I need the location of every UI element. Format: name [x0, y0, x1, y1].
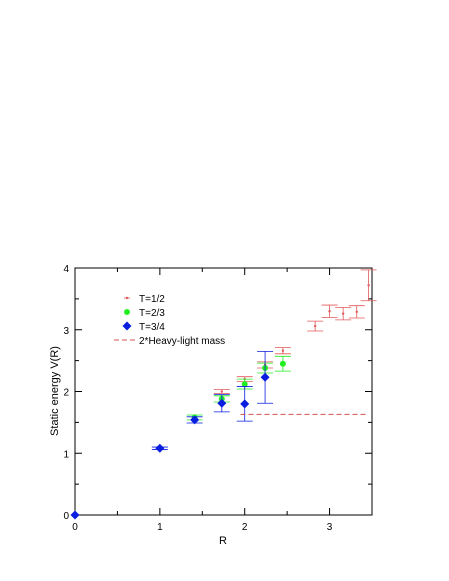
x-axis-label: R [219, 535, 227, 547]
data-point [190, 415, 200, 425]
x-tick-label: 1 [157, 522, 163, 533]
data-point [281, 349, 285, 352]
legend-item: T=2/3 [124, 308, 165, 319]
data-point [279, 360, 286, 367]
series-0 [213, 269, 377, 394]
data-point [313, 324, 317, 328]
legend: T=1/2 T=2/3 T=3/4 2*Heavy-light mass [114, 294, 225, 347]
data-point [341, 312, 345, 315]
legend-item: T=1/2 [124, 294, 165, 305]
legend-swatch [125, 296, 129, 300]
data-point [70, 510, 80, 520]
data-point [328, 310, 331, 313]
y-tick-label: 2 [63, 388, 69, 399]
legend-swatch [124, 309, 130, 315]
legend-label: 2*Heavy-light mass [139, 336, 225, 347]
data-point [220, 390, 224, 393]
data-point [217, 398, 227, 408]
data-point [355, 310, 358, 314]
legend-label: T=1/2 [139, 294, 165, 305]
x-tick-label: 2 [242, 522, 248, 533]
data-point [240, 399, 250, 409]
legend-label: T=3/4 [139, 322, 165, 333]
data-point [367, 284, 370, 287]
legend-item: T=3/4 [122, 321, 165, 333]
data-point [241, 381, 248, 388]
data-point [260, 372, 270, 382]
legend-swatch [122, 321, 132, 331]
series-1 [186, 355, 291, 421]
x-tick-labels: 0 1 2 3 [72, 522, 333, 533]
y-tick-label: 1 [63, 449, 69, 460]
legend-item: 2*Heavy-light mass [114, 336, 225, 347]
series-2 [70, 350, 274, 520]
y-tick-label: 3 [63, 326, 69, 337]
data-point [155, 443, 165, 453]
x-tick-label: 0 [72, 522, 78, 533]
y-tick-labels: 0 1 2 3 4 [63, 264, 69, 522]
x-tick-label: 3 [327, 522, 333, 533]
legend-label: T=2/3 [139, 308, 165, 319]
data-marks [70, 269, 377, 520]
y-tick-label: 4 [63, 264, 69, 275]
y-tick-label: 0 [63, 511, 69, 522]
y-axis-label: Static energy V(R) [49, 346, 61, 436]
